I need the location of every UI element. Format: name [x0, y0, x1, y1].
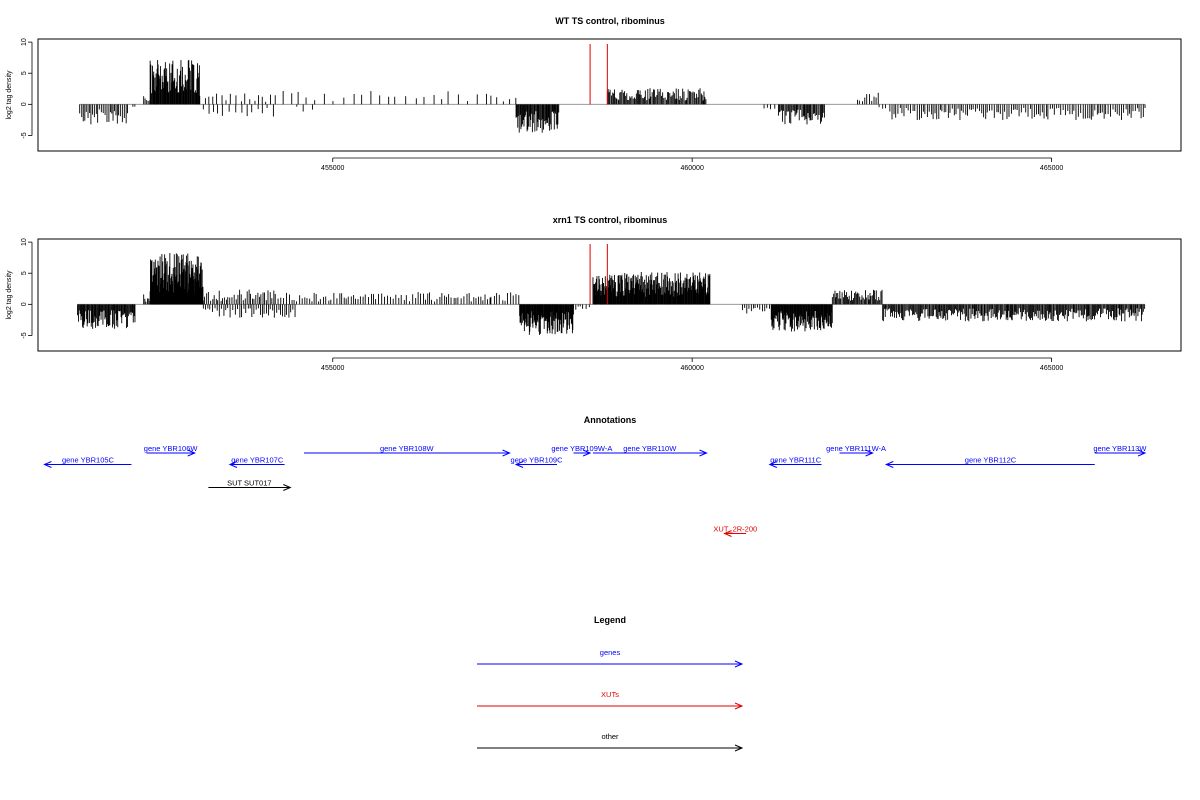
feature-arrow-head — [228, 461, 238, 468]
feature-arrow-head — [884, 461, 894, 468]
y-tick-label: 5 — [21, 71, 28, 75]
feature-label: gene YBR109W-A — [551, 444, 612, 453]
xrn1-density-panel: xrn1 TS control, ribominus log2 tag dens… — [6, 215, 1182, 372]
feature-arrow-head — [582, 449, 592, 457]
feature-arrow-head — [43, 461, 52, 468]
annotation-feature: gene YBR111W-A — [826, 444, 886, 457]
feature-arrow-head — [699, 449, 708, 457]
xrn1-density-bars — [77, 243, 1146, 335]
legend: Legend genes XUTs other — [477, 615, 744, 752]
feature-arrow-head — [723, 530, 732, 537]
wt-x-axis: 455000 460000 465000 — [321, 157, 1063, 172]
feature-label: XUT_2R-200 — [713, 525, 757, 534]
legend-label: XUTs — [601, 690, 619, 699]
feature-label: gene YBR111C — [770, 456, 821, 465]
legend-entry: XUTs — [477, 690, 744, 710]
feature-arrow-head — [514, 461, 524, 468]
feature-label: gene YBR107C — [231, 456, 284, 465]
wt-panel-title: WT TS control, ribominus — [555, 16, 665, 26]
annotation-feature: gene YBR109C — [511, 456, 564, 468]
xrn1-plot-frame — [37, 238, 1182, 352]
feature-label: gene YBR108W — [380, 444, 435, 453]
annotation-feature: gene YBR111C — [768, 456, 822, 468]
x-tick-label: 465000 — [1040, 165, 1063, 172]
annotation-feature: gene YBR112C — [884, 456, 1095, 468]
xrn1-panel-title: xrn1 TS control, ribominus — [553, 215, 668, 225]
annotation-features: gene YBR105C gene YBR106W gene YBR107C gene… — [43, 444, 1147, 537]
y-tick-label: 10 — [21, 38, 28, 46]
legend-entry: genes — [477, 648, 744, 668]
annotation-feature: gene YBR109W-A — [551, 444, 612, 457]
legend-title: Legend — [594, 615, 626, 625]
wt-plot-frame — [37, 38, 1182, 152]
feature-label: gene YBR105C — [62, 456, 115, 465]
annotation-feature: gene YBR110W — [592, 444, 708, 457]
x-tick-label: 455000 — [321, 365, 344, 372]
annotation-feature: XUT_2R-200 — [713, 525, 757, 537]
y-tick-label: 0 — [21, 102, 28, 106]
wt-y-axis-label: log2 tag density — [6, 70, 13, 120]
feature-label: gene YBR110W — [623, 444, 677, 453]
legend-entry: other — [477, 732, 744, 752]
x-tick-label: 460000 — [680, 165, 703, 172]
feature-arrow-head — [768, 461, 778, 468]
y-tick-label: 10 — [21, 238, 28, 246]
wt-density-bars — [79, 43, 1146, 133]
legend-arrow-head — [734, 744, 744, 752]
y-tick-label: 0 — [21, 302, 28, 306]
annotation-feature: gene YBR107C — [228, 456, 285, 468]
feature-arrow-head — [865, 449, 874, 457]
feature-label: SUT SUT017 — [227, 479, 271, 488]
legend-label: genes — [600, 648, 621, 657]
legend-arrow-head — [734, 660, 744, 668]
feature-arrow-head — [283, 484, 292, 491]
annotation-feature: gene YBR105C — [43, 456, 132, 468]
y-tick-label: 5 — [21, 271, 28, 275]
annotation-feature: gene YBR113W — [1093, 444, 1147, 457]
legend-label: other — [601, 732, 619, 741]
legend-entries: genes XUTs other — [477, 648, 744, 752]
annotation-feature: gene YBR106W — [144, 444, 199, 457]
annotation-feature: gene YBR108W — [303, 444, 511, 457]
feature-label: gene YBR112C — [965, 456, 1017, 465]
wt-y-axis: 10 5 0 -5 — [21, 38, 33, 139]
wt-density-panel: WT TS control, ribominus log2 tag densit… — [6, 16, 1182, 172]
feature-label: gene YBR109C — [511, 456, 564, 465]
annotations-title: Annotations — [584, 415, 637, 425]
x-tick-label: 460000 — [680, 365, 703, 372]
y-tick-label: -5 — [21, 332, 28, 338]
feature-label: gene YBR111W-A — [826, 444, 886, 453]
feature-arrow-head — [1137, 449, 1147, 457]
xrn1-y-axis-label: log2 tag density — [6, 270, 13, 320]
feature-label: gene YBR113W — [1093, 444, 1147, 453]
y-tick-label: -5 — [21, 132, 28, 138]
annotation-feature: SUT SUT017 — [208, 479, 292, 491]
feature-arrow-head — [502, 449, 511, 457]
feature-arrow-head — [187, 449, 196, 457]
x-tick-label: 455000 — [321, 165, 344, 172]
feature-label: gene YBR106W — [144, 444, 199, 453]
legend-arrow-head — [734, 702, 744, 710]
xrn1-y-axis: 10 5 0 -5 — [21, 238, 33, 339]
x-tick-label: 465000 — [1040, 365, 1063, 372]
xrn1-x-axis: 455000 460000 465000 — [321, 357, 1063, 372]
